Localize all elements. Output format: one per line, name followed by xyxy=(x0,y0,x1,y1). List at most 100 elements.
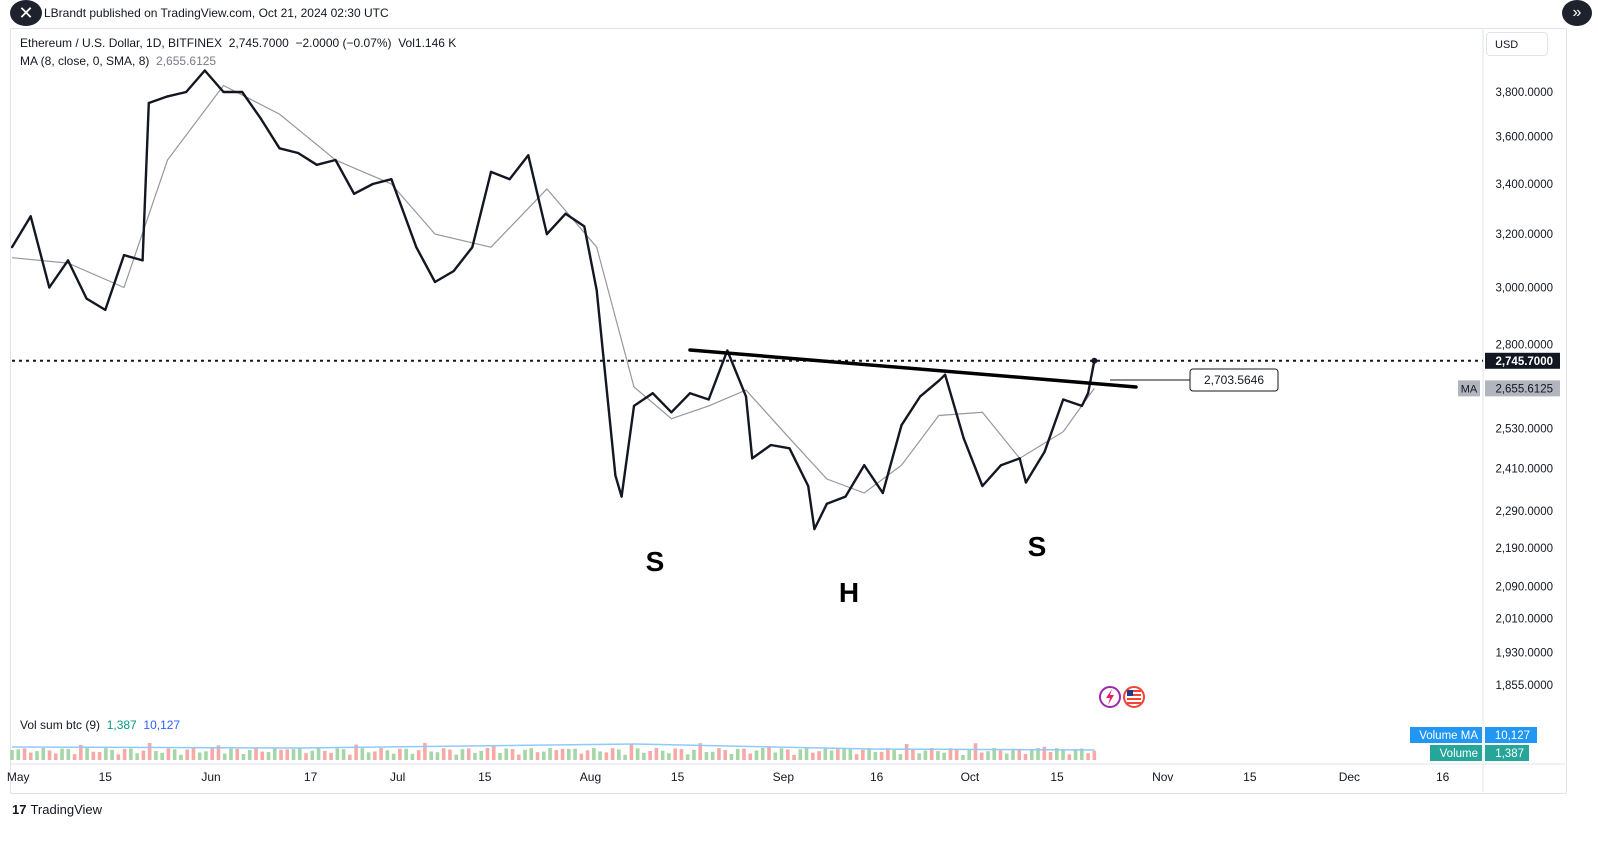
volume-bar xyxy=(129,748,133,760)
price-tick-label: 2,090.0000 xyxy=(1495,581,1553,593)
tradingview-brand: TradingView xyxy=(30,802,103,817)
volume-bar xyxy=(1061,749,1065,760)
volume-bar xyxy=(335,748,340,760)
expand-icon[interactable]: » xyxy=(1562,0,1592,26)
volume-bar xyxy=(210,748,215,760)
price-tick-label: 1,930.0000 xyxy=(1495,647,1553,659)
price-point xyxy=(900,424,903,427)
volume-bar xyxy=(85,748,89,760)
volume-bar xyxy=(541,751,546,760)
volume-bar xyxy=(898,754,903,760)
volume-bar xyxy=(992,748,997,760)
price-point xyxy=(1043,450,1046,453)
price-point xyxy=(433,280,437,284)
volume-bar xyxy=(879,751,884,760)
volume-bar xyxy=(529,748,534,760)
volume-bar xyxy=(823,748,828,760)
volume-bar xyxy=(767,746,771,760)
volume-value-label: 1,387 xyxy=(1495,748,1524,760)
volume-bar xyxy=(842,748,846,760)
volume-bar xyxy=(904,743,909,760)
price-point xyxy=(1087,392,1090,395)
volume-bar xyxy=(723,750,728,760)
ma-value: 2,655.6125 xyxy=(156,54,217,68)
price-tick-label: 3,800.0000 xyxy=(1495,87,1553,99)
currency-button[interactable]: USD xyxy=(1486,32,1548,56)
price-point xyxy=(744,395,748,398)
price-point xyxy=(944,373,947,376)
volume-bar xyxy=(836,748,840,760)
volume-bar xyxy=(291,749,296,760)
price-point xyxy=(813,528,816,531)
volume-bar xyxy=(516,754,521,760)
price-tick-label: 3,400.0000 xyxy=(1495,179,1553,191)
last-price-dot xyxy=(1091,357,1098,364)
head-label: H xyxy=(839,577,859,608)
time-tick-label: Aug xyxy=(580,770,601,784)
volume-bar xyxy=(373,751,377,760)
price-point xyxy=(185,90,188,94)
volume-bar xyxy=(285,749,290,760)
publish-info: LBrandt published on TradingView.com, Oc… xyxy=(44,6,389,20)
close-icon[interactable]: ✕ xyxy=(10,0,42,26)
volume-bar xyxy=(379,748,383,760)
price-point xyxy=(48,286,51,289)
volume-bar xyxy=(1048,752,1053,760)
volume-bar xyxy=(204,751,208,760)
price-tick-label: 2,800.0000 xyxy=(1495,340,1553,352)
volume-bar xyxy=(448,749,452,760)
volume-bar xyxy=(942,752,946,760)
volume-bar xyxy=(266,752,271,760)
us-flag-event-icon xyxy=(1123,686,1145,708)
volume-bar xyxy=(986,751,990,760)
price-point xyxy=(147,101,150,105)
ma-label: MA (8, close, 0, SMA, 8) xyxy=(20,54,150,68)
ma-line-legend[interactable]: MA (8, close, 0, SMA, 8) 2,655.6125 xyxy=(20,52,456,70)
price-axis[interactable]: 3,800.0000 3,600.0000 3,400.0000 3,200.0000… xyxy=(1482,28,1553,792)
volume-bar xyxy=(354,744,358,760)
volume-bar xyxy=(41,748,46,760)
volume-text: Vol1.146 K xyxy=(398,36,457,50)
price-point xyxy=(651,392,654,395)
price-tick-label: 2,190.0000 xyxy=(1495,543,1553,555)
time-tick-label: 15 xyxy=(1243,770,1257,784)
volume-bar xyxy=(91,751,96,760)
volume-bar xyxy=(272,748,277,760)
volume-bar xyxy=(35,751,39,760)
volume-bar xyxy=(811,752,815,760)
volume-bar xyxy=(441,748,446,760)
price-point xyxy=(620,495,623,498)
volume-bar xyxy=(498,753,502,760)
volume-bar xyxy=(642,752,646,760)
volume-bar xyxy=(798,749,803,760)
change-text: −2.0000 (−0.07%) xyxy=(295,36,392,50)
volume-legend[interactable]: Vol sum btc (9) 1,387 10,127 xyxy=(20,718,180,732)
volume-bar xyxy=(60,748,64,760)
time-tick-label: Dec xyxy=(1339,770,1360,784)
volume-bar xyxy=(717,748,721,760)
volume-value-tag xyxy=(1485,745,1529,761)
time-axis[interactable]: May 15 Jun 17 Jul 15 Aug 15 Sep 16 Oct 15 Nov 15 Dec 16 xyxy=(7,763,1565,784)
price-tick-label: 2,530.0000 xyxy=(1495,423,1553,435)
price-tick-label: 2,290.0000 xyxy=(1495,506,1553,518)
volume-bar xyxy=(166,748,171,760)
volume-bar xyxy=(141,750,146,760)
volume-bar xyxy=(979,752,984,760)
volume-bar xyxy=(829,750,834,760)
price-point xyxy=(1062,398,1065,401)
tradingview-logo[interactable]: 17 TradingView xyxy=(12,802,102,817)
volume-bar xyxy=(416,750,421,760)
volume-bar xyxy=(247,750,252,760)
volume-bar xyxy=(1055,748,1059,760)
volume-bar xyxy=(604,752,609,760)
symbol-line[interactable]: Ethereum / U.S. Dollar, 1D, BITFINEX 2,7… xyxy=(20,34,456,52)
volume-bar xyxy=(254,748,258,760)
price-point xyxy=(1024,481,1027,484)
volume-bar xyxy=(1080,748,1084,760)
price-point xyxy=(222,90,225,94)
price-point xyxy=(471,246,474,249)
volume-bar xyxy=(635,748,640,760)
volume-bar xyxy=(110,749,114,760)
